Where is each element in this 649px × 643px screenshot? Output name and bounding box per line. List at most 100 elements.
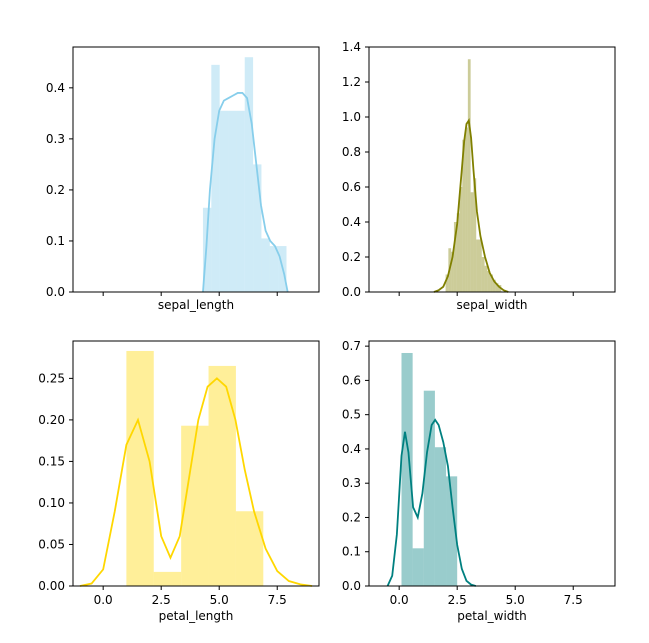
histogram-bar	[453, 222, 457, 292]
histogram-bar	[219, 110, 229, 292]
y-tick-label: 0.1	[46, 234, 65, 248]
x-tick-label: 7.5	[564, 593, 583, 607]
histogram-bar	[490, 274, 493, 292]
x-tick-label: 0.0	[390, 593, 409, 607]
histogram-bar	[492, 279, 496, 292]
y-tick-label: 0.5	[342, 408, 361, 422]
histogram-bar	[487, 271, 491, 292]
x-ticks	[398, 292, 574, 296]
histogram-bar	[479, 239, 482, 292]
y-tick-label: 1.0	[342, 110, 361, 124]
y-ticks: 0.00 0.05 0.10 0.15 0.20 0.25	[38, 371, 73, 593]
histogram-bar	[244, 57, 254, 293]
subplot-petal-length: 0.0 2.5 5.0 7.5 0.00 0.05 0.10 0.15 0.20 0.25 pe…	[38, 340, 320, 623]
histogram-bar	[261, 238, 270, 292]
y-tick-label: 0.8	[342, 145, 361, 159]
histogram-bar	[153, 571, 182, 586]
histogram-bar	[434, 447, 447, 586]
histogram-bar	[473, 178, 477, 292]
histogram-bar	[253, 164, 262, 292]
y-tick-label: 0.05	[38, 537, 65, 551]
histogram-bar	[235, 511, 264, 586]
x-tick-label: 5.0	[506, 593, 525, 607]
x-tick-label: 7.5	[268, 593, 287, 607]
y-ticks: 0.0 0.1 0.2 0.3 0.4	[46, 81, 73, 299]
axes-frame	[368, 46, 616, 293]
subplot-sepal-length: 0.0 0.1 0.2 0.3 0.4 sepal_length	[46, 46, 320, 312]
histogram-bar	[269, 246, 279, 292]
y-tick-label: 0.3	[342, 476, 361, 490]
x-ticks	[102, 292, 278, 296]
histogram-bar	[495, 283, 499, 292]
histogram-bar	[481, 257, 485, 292]
histogram-bars	[126, 350, 264, 586]
histogram-bars	[401, 352, 458, 586]
axes-frame	[72, 340, 320, 587]
histogram-bar	[459, 187, 463, 292]
histogram-bar	[236, 110, 245, 292]
subplot-sepal-width: 0.0 0.2 0.4 0.6 0.8 1.0 1.2 1.4 sepal_width	[342, 40, 616, 312]
histogram-bar	[211, 64, 220, 292]
y-ticks: 0.0 0.1 0.2 0.3 0.4 0.5 0.6 0.7	[342, 339, 369, 593]
y-tick-label: 0.1	[342, 545, 361, 559]
y-tick-label: 0.4	[342, 442, 361, 456]
y-tick-label: 0.20	[38, 413, 65, 427]
y-tick-label: 0.3	[46, 132, 65, 146]
histogram-bar	[228, 110, 237, 292]
y-tick-label: 0.6	[342, 373, 361, 387]
kde-curve	[386, 418, 477, 587]
x-axis-label: sepal_length	[158, 298, 234, 312]
axes-frame	[368, 340, 616, 587]
y-tick-label: 0.2	[342, 510, 361, 524]
x-tick-label: 0.0	[94, 593, 113, 607]
x-axis-label: sepal_width	[456, 298, 527, 312]
y-tick-label: 0.4	[46, 81, 65, 95]
y-tick-label: 0.0	[46, 285, 65, 299]
histogram-bars	[445, 59, 502, 292]
x-ticks: 0.0 2.5 5.0 7.5	[390, 586, 583, 607]
kde-curve	[79, 377, 313, 587]
y-tick-label: 0.25	[38, 371, 65, 385]
x-tick-label: 2.5	[152, 593, 171, 607]
histogram-bar	[446, 476, 458, 586]
histogram-bar	[484, 265, 488, 292]
y-tick-label: 0.15	[38, 454, 65, 468]
y-tick-label: 0.0	[342, 285, 361, 299]
y-tick-label: 0.2	[46, 183, 65, 197]
y-tick-label: 1.2	[342, 75, 361, 89]
histogram-bar	[451, 251, 454, 292]
y-tick-label: 0.7	[342, 339, 361, 353]
kde-curve	[433, 118, 509, 293]
x-axis-label: petal_length	[159, 609, 234, 623]
y-tick-label: 0.4	[342, 215, 361, 229]
axes-frame	[72, 46, 320, 293]
histogram-bar	[476, 239, 479, 292]
histogram-bar	[202, 207, 212, 292]
x-tick-label: 2.5	[448, 593, 467, 607]
y-tick-label: 0.6	[342, 180, 361, 194]
histogram-bar	[401, 352, 413, 586]
histogram-bar	[462, 139, 466, 292]
histogram-bar	[467, 59, 471, 292]
histogram-bar	[456, 213, 460, 292]
histogram-bar	[423, 390, 435, 586]
y-tick-label: 0.00	[38, 579, 65, 593]
kde-curve	[202, 92, 289, 293]
histogram-bar	[412, 548, 424, 586]
y-ticks: 0.0 0.2 0.4 0.6 0.8 1.0 1.2 1.4	[342, 40, 369, 299]
histogram-bar	[126, 350, 154, 586]
y-tick-label: 0.2	[342, 250, 361, 264]
histogram-bar	[181, 425, 209, 586]
x-ticks: 0.0 2.5 5.0 7.5	[94, 586, 287, 607]
y-tick-label: 1.4	[342, 40, 361, 54]
x-tick-label: 5.0	[210, 593, 229, 607]
histogram-bar	[465, 127, 468, 292]
y-tick-label: 0.10	[38, 496, 65, 510]
y-tick-label: 0.0	[342, 579, 361, 593]
histogram-bar	[445, 274, 449, 292]
histogram-bar	[208, 365, 236, 586]
histogram-bar	[470, 192, 474, 292]
x-axis-label: petal_width	[457, 609, 526, 623]
